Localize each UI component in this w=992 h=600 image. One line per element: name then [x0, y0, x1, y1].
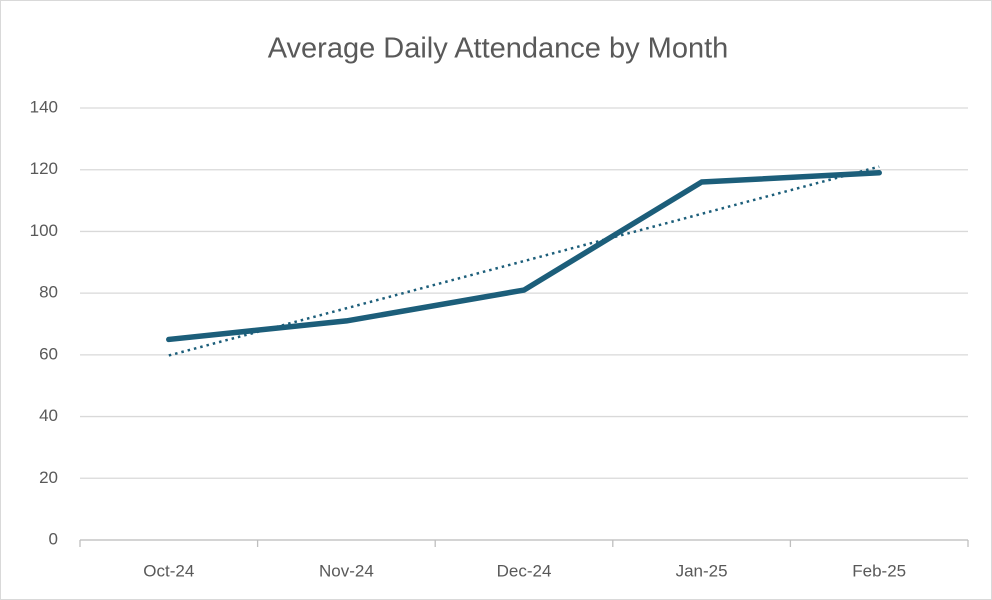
y-tick-label: 140 — [30, 97, 58, 116]
y-tick-label: 0 — [49, 529, 58, 548]
x-tick-label: Dec-24 — [497, 561, 552, 580]
y-tick-label: 80 — [39, 283, 58, 302]
y-tick-label: 120 — [30, 159, 58, 178]
y-tick-label: 40 — [39, 406, 58, 425]
y-tick-label: 60 — [39, 344, 58, 363]
data-line — [166, 170, 882, 343]
y-tick-label: 100 — [30, 221, 58, 240]
trendline — [168, 165, 880, 357]
chart-title: Average Daily Attendance by Month — [268, 33, 729, 65]
x-tick-label: Feb-25 — [852, 561, 906, 580]
x-tick-label: Oct-24 — [143, 561, 194, 580]
x-tick-label: Jan-25 — [676, 561, 728, 580]
y-tick-label: 20 — [39, 468, 58, 487]
x-tick-label: Nov-24 — [319, 561, 374, 580]
